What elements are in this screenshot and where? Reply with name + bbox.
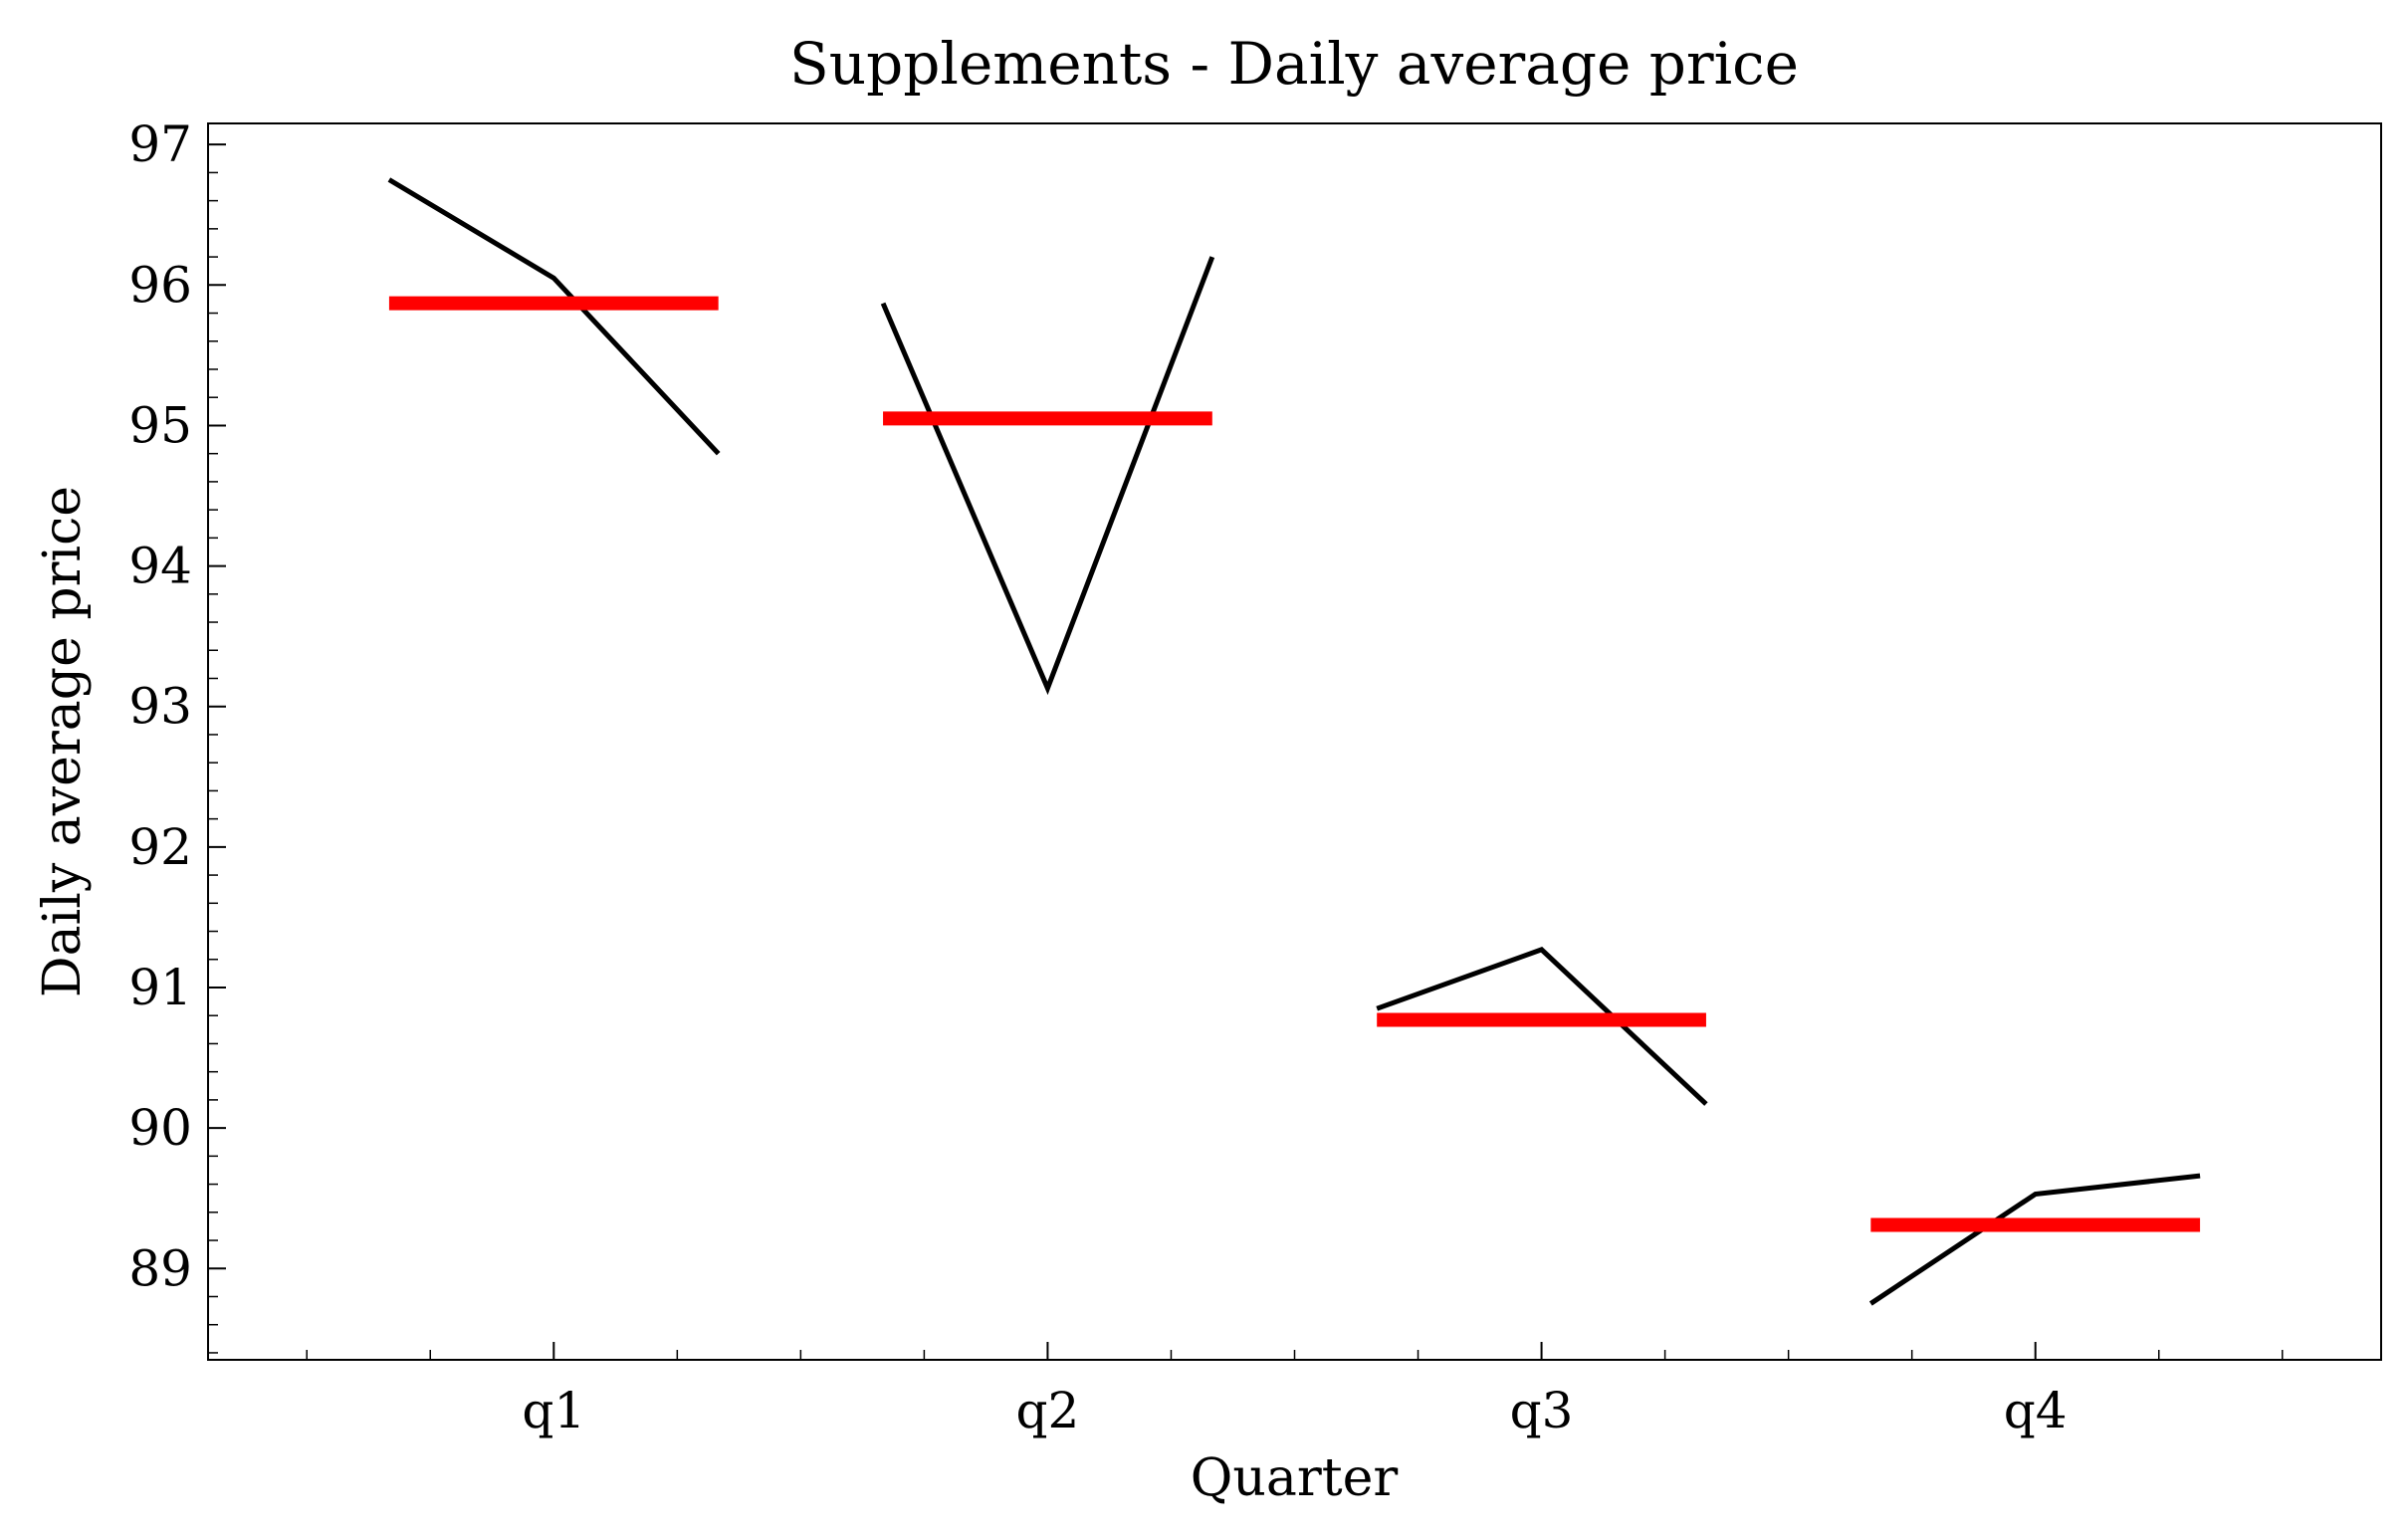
y-tick-label: 92 <box>128 818 192 876</box>
y-tick-label: 97 <box>128 115 192 173</box>
plot-frame <box>207 122 2382 1361</box>
y-tick-label: 91 <box>128 959 192 1016</box>
x-tick-label: q1 <box>522 1382 585 1439</box>
y-tick-label: 93 <box>128 678 192 736</box>
x-tick-label: q3 <box>1510 1382 1574 1439</box>
y-tick-label: 89 <box>128 1239 192 1297</box>
series-group <box>387 177 2201 1306</box>
axis-ticks: 89 90 91 92 93 94 95 96 97 q1 q2 q3 q4 <box>128 115 2284 1439</box>
series-line-q2 <box>880 256 1215 696</box>
series-line-q3 <box>1376 947 1708 1106</box>
x-tick-label: q2 <box>1016 1382 1080 1439</box>
y-tick-label: 96 <box>128 256 192 314</box>
x-axis-label: Quarter <box>1191 1448 1399 1508</box>
y-tick-label: 90 <box>128 1099 192 1157</box>
series-line-q1 <box>387 177 721 456</box>
y-tick-label: 95 <box>128 396 192 454</box>
series-line-q4 <box>1868 1173 2201 1306</box>
y-axis-label: Daily average price <box>33 486 93 997</box>
x-tick-label: q4 <box>2004 1382 2068 1439</box>
y-tick-label: 94 <box>128 538 192 595</box>
chart-title: Supplements - Daily average price <box>789 30 1799 98</box>
